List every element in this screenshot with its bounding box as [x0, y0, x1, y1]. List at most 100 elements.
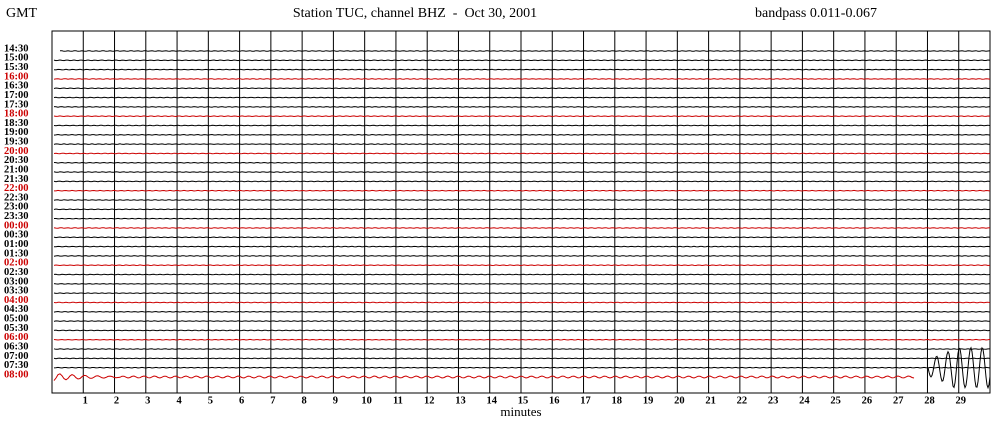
trace — [54, 189, 991, 192]
row-label: 16:00 — [4, 71, 29, 82]
x-tick-label: 26 — [862, 395, 873, 406]
trace — [53, 68, 991, 71]
x-tick-label: 19 — [643, 395, 654, 406]
row-label: 01:30 — [4, 248, 29, 259]
trace — [53, 171, 990, 173]
trace — [53, 348, 990, 350]
trace — [53, 87, 991, 90]
trace — [53, 152, 991, 155]
trace — [60, 50, 991, 52]
row-label: 22:00 — [4, 183, 29, 194]
x-tick-label: 29 — [955, 395, 966, 406]
row-label: 15:00 — [4, 53, 29, 64]
trace — [53, 310, 991, 313]
row-label: 04:30 — [4, 304, 29, 315]
trace — [53, 366, 991, 369]
row-label: 05:30 — [4, 323, 29, 334]
trace — [53, 106, 991, 108]
trace — [53, 329, 991, 332]
x-tick-label: 17 — [580, 395, 591, 406]
x-tick-label: 14 — [486, 395, 497, 406]
x-tick-label: 23 — [768, 395, 779, 406]
x-tick-label: 13 — [455, 395, 466, 406]
row-label: 17:30 — [4, 99, 29, 110]
x-tick-label: 5 — [208, 395, 213, 406]
trace — [53, 227, 991, 229]
trace — [53, 143, 990, 145]
x-tick-label: 2 — [114, 395, 119, 406]
trace — [53, 208, 991, 211]
row-label: 08:00 — [4, 369, 29, 380]
row-label: 14:30 — [4, 43, 29, 54]
trace — [53, 180, 991, 183]
row-label: 02:30 — [4, 267, 29, 278]
row-label: 06:30 — [4, 341, 29, 352]
trace — [53, 301, 991, 304]
trace — [53, 236, 991, 239]
row-label: 01:00 — [4, 239, 29, 250]
trace — [53, 273, 991, 276]
x-tick-label: 25 — [830, 395, 841, 406]
row-label: 18:00 — [4, 109, 29, 120]
x-tick-label: 6 — [239, 395, 244, 406]
x-tick-label: 10 — [361, 395, 372, 406]
x-tick-label: 28 — [924, 395, 935, 406]
row-label: 19:00 — [4, 127, 29, 138]
row-label: 02:00 — [4, 258, 29, 269]
trace — [53, 96, 991, 99]
trace — [53, 283, 991, 285]
row-label: 00:30 — [4, 230, 29, 241]
x-tick-label: 4 — [176, 395, 182, 406]
trace — [53, 199, 991, 201]
header-right: bandpass 0.011-0.067 — [755, 6, 877, 21]
trace — [54, 217, 991, 220]
trace — [53, 124, 991, 127]
row-label: 20:30 — [4, 155, 29, 166]
trace — [53, 133, 991, 136]
quake-trace — [927, 346, 991, 390]
row-label: 19:30 — [4, 137, 29, 148]
x-tick-label: 1 — [83, 395, 88, 406]
header-left: GMT — [6, 6, 38, 21]
row-label: 04:00 — [4, 295, 29, 306]
row-label: 23:30 — [4, 211, 29, 222]
row-label: 15:30 — [4, 62, 29, 73]
row-label: 05:00 — [4, 314, 29, 325]
trace — [53, 264, 991, 267]
trace — [53, 115, 991, 118]
x-tick-label: 11 — [393, 395, 403, 406]
x-tick-label: 9 — [333, 395, 338, 406]
x-tick-label: 20 — [674, 395, 685, 406]
x-tick-label: 18 — [612, 395, 623, 406]
x-tick-label: 16 — [549, 395, 560, 406]
row-label: 03:00 — [4, 276, 29, 287]
trace — [53, 338, 991, 341]
trace — [53, 357, 991, 360]
row-label: 06:00 — [4, 332, 29, 343]
x-tick-label: 22 — [737, 395, 748, 406]
row-label: 22:30 — [4, 192, 29, 203]
row-label: 17:00 — [4, 90, 29, 101]
header-title: Station TUC, channel BHZ - Oct 30, 2001 — [293, 6, 537, 21]
trace — [53, 78, 991, 80]
trace — [53, 161, 991, 164]
trace — [53, 292, 991, 295]
row-label: 03:30 — [4, 286, 29, 297]
x-tick-label: 15 — [518, 395, 529, 406]
x-tick-label: 21 — [705, 395, 716, 406]
x-tick-label: 12 — [424, 395, 435, 406]
x-axis-label: minutes — [500, 404, 541, 419]
trace — [53, 373, 915, 381]
row-label: 18:30 — [4, 118, 29, 129]
row-label: 07:30 — [4, 360, 29, 371]
row-label: 21:00 — [4, 164, 29, 175]
x-tick-label: 27 — [893, 395, 904, 406]
row-label: 21:30 — [4, 174, 29, 185]
trace — [53, 245, 991, 248]
row-label: 00:00 — [4, 220, 29, 231]
row-label: 23:00 — [4, 202, 29, 213]
x-tick-label: 8 — [302, 395, 307, 406]
x-tick-label: 24 — [799, 395, 810, 406]
trace — [53, 255, 991, 257]
